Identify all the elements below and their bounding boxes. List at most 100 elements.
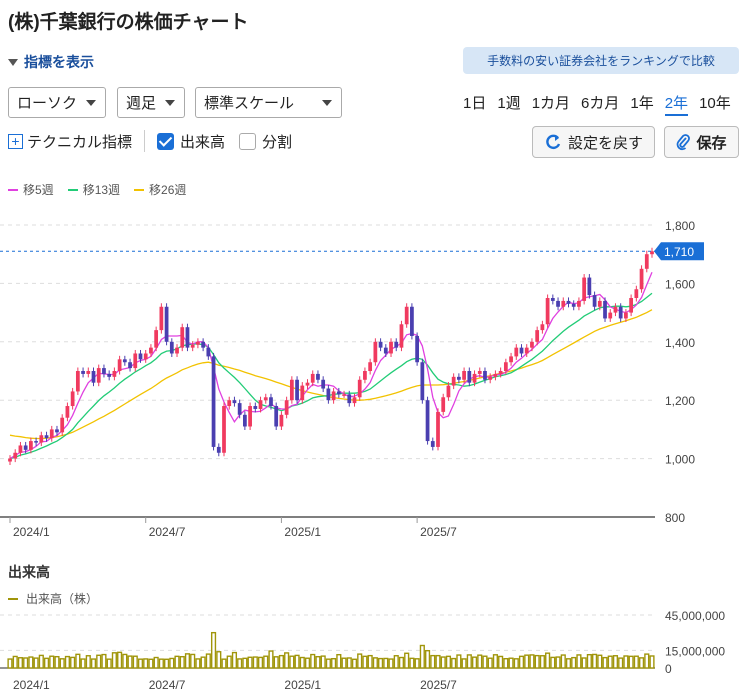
volume-bar: [649, 655, 655, 669]
volume-bar: [117, 651, 123, 669]
candle: [18, 445, 23, 453]
volume-bar: [38, 654, 44, 669]
candle: [415, 335, 420, 363]
volume-bar: [221, 658, 227, 669]
period-tab[interactable]: 10年: [699, 95, 731, 112]
split-checkbox[interactable]: [239, 132, 257, 150]
volume-bar: [174, 655, 180, 669]
period-tab[interactable]: 1週: [497, 95, 521, 112]
volume-bar: [43, 657, 50, 669]
candle: [608, 312, 613, 319]
candle: [232, 400, 237, 404]
candle: [269, 397, 273, 407]
volume-bar: [33, 657, 39, 669]
volume-bar: [555, 656, 561, 669]
candle: [436, 411, 440, 447]
volume-bar: [628, 655, 634, 669]
candle: [634, 289, 639, 298]
volume-bar: [529, 654, 535, 669]
volume-bar: [424, 649, 431, 669]
volume-bar: [64, 655, 70, 669]
volume-bar: [451, 657, 457, 669]
volume-bar: [560, 654, 566, 669]
candle: [571, 303, 576, 307]
volume-bar: [294, 654, 300, 669]
volume-bar: [618, 657, 624, 669]
chevron-down-icon: [86, 100, 96, 106]
legend-swatch: [8, 188, 18, 191]
period-tab[interactable]: 1日: [463, 95, 487, 112]
volume-bar: [17, 657, 24, 669]
volume-bar: [602, 656, 608, 669]
candle: [175, 347, 179, 354]
volume-bar: [315, 655, 321, 669]
volume-bar: [210, 631, 217, 669]
period-tab[interactable]: 1年: [630, 95, 654, 112]
candle: [159, 306, 164, 331]
candle: [107, 373, 112, 377]
candle: [425, 400, 430, 442]
volume-bar: [539, 655, 545, 669]
candle: [373, 341, 378, 363]
candle: [44, 435, 49, 439]
candle: [477, 371, 482, 374]
volume-bar: [367, 654, 373, 669]
volume-bar: [231, 651, 238, 669]
volume-bar: [320, 655, 326, 669]
candle: [410, 306, 414, 336]
volume-bar: [111, 652, 117, 669]
period-tab-active[interactable]: 2年: [664, 92, 689, 116]
interval-select[interactable]: 週足: [117, 87, 185, 118]
volume-bar: [430, 654, 436, 669]
volume-bar: [565, 658, 572, 669]
save-button[interactable]: 保存: [664, 126, 739, 158]
chart-type-select[interactable]: ローソク: [8, 87, 106, 118]
price-chart[interactable]: 800 1,000 1,200 1,400 1,600 1,800 1,710 2024/1 2…: [0, 205, 750, 545]
plus-icon[interactable]: +: [8, 133, 23, 149]
candle: [248, 406, 252, 427]
candle: [503, 362, 508, 371]
candle: [185, 327, 190, 348]
ma13-line: [9, 292, 653, 460]
candle: [644, 254, 649, 269]
candle: [222, 406, 226, 453]
volume-bar: [195, 658, 201, 669]
candle: [128, 362, 132, 369]
candle: [363, 371, 367, 380]
candle: [357, 379, 362, 398]
candle: [441, 397, 446, 412]
candle: [70, 391, 75, 407]
volume-bar: [351, 658, 358, 669]
candle: [112, 371, 117, 377]
candle: [75, 371, 80, 392]
volume-bar: [644, 653, 650, 669]
candle: [613, 306, 618, 313]
volume-bar: [461, 658, 467, 669]
candle: [561, 300, 566, 307]
legend-swatch: [8, 597, 18, 600]
ranking-button[interactable]: 手数料の安い証券会社をランキングで比較: [463, 47, 739, 74]
candle: [556, 300, 560, 307]
candle: [284, 400, 289, 415]
scale-select[interactable]: 標準スケール: [195, 87, 342, 118]
volume-bar: [545, 652, 551, 669]
volume-bar: [54, 655, 60, 669]
candle: [295, 379, 299, 401]
volume-bar: [70, 656, 76, 669]
volume-checkbox[interactable]: [157, 132, 175, 150]
candle: [23, 445, 28, 450]
legend-swatch: [134, 188, 145, 191]
candle: [582, 277, 587, 301]
volume-bar: [247, 656, 253, 669]
volume-bar: [586, 653, 592, 669]
volume-bar: [513, 658, 519, 669]
volume-bar: [440, 656, 446, 669]
period-tab[interactable]: 6カ月: [581, 95, 620, 112]
technical-indicator-link[interactable]: テクニカル指標: [27, 133, 133, 151]
volume-chart[interactable]: 0 15,000,000 45,000,000 2024/1 2024/7 2025/1 2…: [0, 605, 750, 697]
volume-bar: [597, 654, 603, 669]
period-tab[interactable]: 1カ月: [531, 95, 571, 112]
reset-settings-button[interactable]: 設定を戻す: [532, 126, 655, 158]
candle: [498, 371, 503, 374]
indicator-toggle[interactable]: 指標を表示: [8, 52, 94, 72]
